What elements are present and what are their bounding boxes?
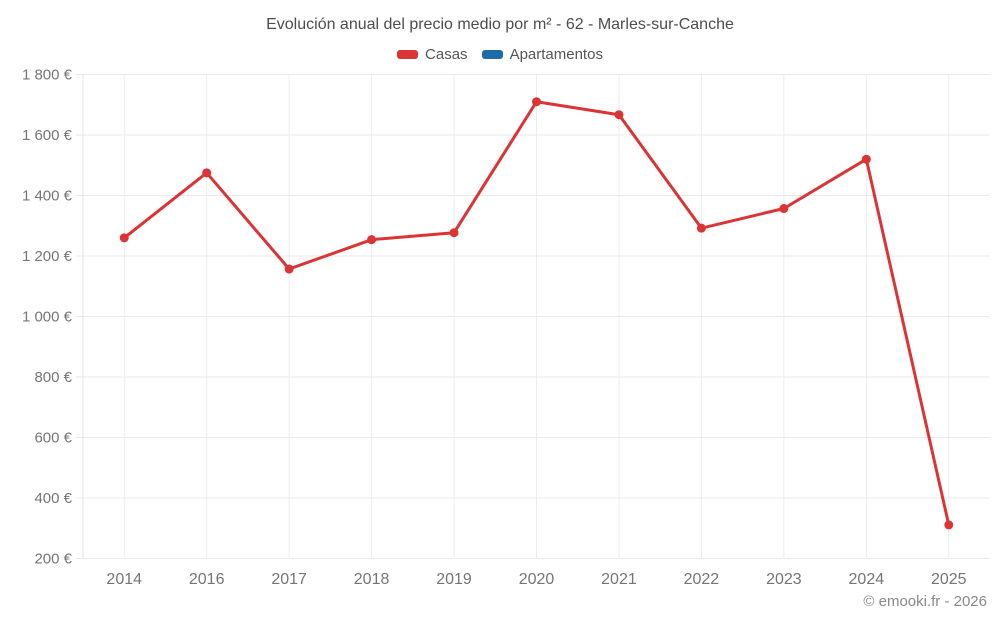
data-point-casas-2016[interactable] — [202, 168, 212, 178]
data-point-casas-2022[interactable] — [696, 223, 706, 233]
x-axis-tick-label: 2019 — [436, 571, 472, 588]
data-point-casas-2017[interactable] — [284, 264, 294, 274]
x-axis-tick-label: 2017 — [271, 571, 307, 588]
y-axis-tick-label: 600 € — [34, 430, 72, 447]
legend-label-apartamentos: Apartamentos — [509, 46, 603, 63]
data-point-casas-2019[interactable] — [449, 228, 459, 238]
x-axis-tick-label: 2014 — [106, 571, 142, 588]
y-axis-tick-label: 400 € — [34, 490, 72, 507]
x-axis-tick-label: 2023 — [766, 571, 802, 588]
x-axis-tick-label: 2025 — [931, 571, 967, 588]
y-axis-tick-label: 1 600 € — [22, 127, 73, 144]
data-point-casas-2024[interactable] — [861, 154, 871, 164]
x-axis-tick-label: 2020 — [519, 571, 555, 588]
y-axis-tick-label: 1 400 € — [22, 188, 73, 205]
casas-series-swatch-icon — [397, 50, 419, 59]
legend-item-apartamentos[interactable]: Apartamentos — [481, 46, 603, 63]
attribution: © emooki.fr - 2026 — [863, 593, 987, 610]
legend-label-casas: Casas — [425, 46, 468, 63]
y-axis-tick-label: 1 000 € — [22, 309, 73, 326]
x-axis-tick-label: 2018 — [354, 571, 390, 588]
legend: Casas Apartamentos — [0, 46, 1000, 63]
x-axis-tick-label: 2016 — [189, 571, 225, 588]
y-axis-tick-label: 800 € — [34, 369, 72, 386]
y-axis-tick-label: 200 € — [34, 551, 72, 568]
x-axis-tick-label: 2024 — [849, 571, 885, 588]
x-axis-tick-label: 2022 — [684, 571, 720, 588]
y-axis-tick-label: 1 200 € — [22, 248, 73, 265]
data-point-casas-2025[interactable] — [944, 520, 954, 530]
data-point-casas-2014[interactable] — [119, 233, 129, 243]
legend-item-casas[interactable]: Casas — [397, 46, 468, 63]
x-axis-tick-label: 2021 — [601, 571, 637, 588]
data-point-casas-2020[interactable] — [532, 97, 541, 107]
apartamentos-series-swatch-icon — [481, 50, 503, 59]
y-axis-tick-label: 1 800 € — [22, 67, 73, 84]
data-point-casas-2021[interactable] — [614, 110, 624, 120]
data-point-casas-2023[interactable] — [779, 204, 789, 214]
data-point-casas-2018[interactable] — [367, 235, 377, 245]
chart-title: Evolución anual del precio medio por m² … — [266, 16, 734, 33]
